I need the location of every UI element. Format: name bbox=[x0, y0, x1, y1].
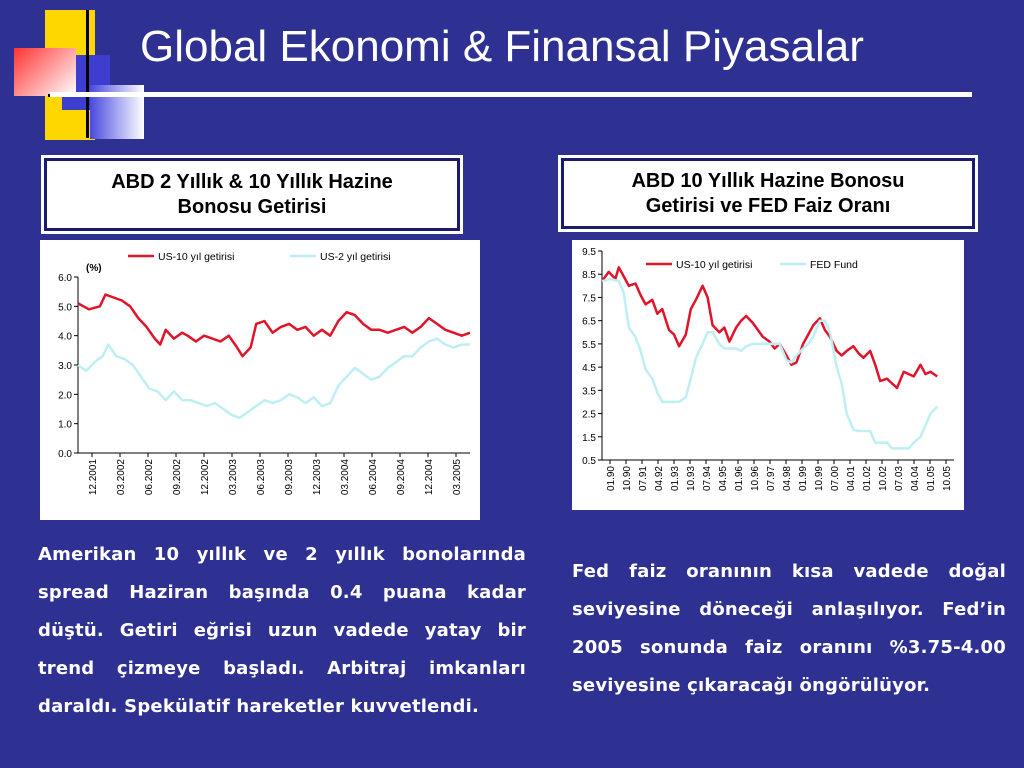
x-tick-label: 07.97 bbox=[766, 466, 777, 491]
x-tick-label: 01.93 bbox=[670, 466, 681, 491]
unit-label: (%) bbox=[86, 263, 102, 274]
x-tick-label: 04.04 bbox=[910, 466, 921, 491]
y-tick-label: 4.0 bbox=[58, 332, 72, 343]
x-tick-label: 04.95 bbox=[718, 466, 729, 491]
y-tick-label: 6.5 bbox=[582, 317, 596, 328]
series-line-b bbox=[77, 337, 470, 420]
x-tick-label: 03.2004 bbox=[340, 459, 351, 496]
x-tick-label: 04.01 bbox=[846, 466, 857, 491]
title-divider bbox=[50, 92, 972, 97]
y-tick-label: 6.0 bbox=[58, 273, 72, 284]
right-chart-title-line2: Getirisi ve FED Faiz Oranı bbox=[645, 194, 891, 217]
x-tick-label: 09.2004 bbox=[396, 459, 407, 496]
x-tick-label: 07.91 bbox=[638, 466, 649, 491]
y-tick-label: 5.0 bbox=[58, 302, 72, 313]
y-tick-label: 0.5 bbox=[582, 456, 596, 467]
y-tick-label: 4.5 bbox=[582, 363, 596, 374]
x-tick-label: 10.02 bbox=[878, 466, 889, 491]
left-commentary: Amerikan 10 yıllık ve 2 yıllık bonoların… bbox=[38, 544, 526, 717]
x-tick-label: 07.94 bbox=[702, 466, 713, 491]
x-tick-label: 12.2001 bbox=[88, 459, 99, 496]
x-tick-label: 01.99 bbox=[798, 466, 809, 491]
left-chart-panel: 0.0 1.0 2.0 3.0 4.0 5.0 6.0 12.2001 03.2002 06.20… bbox=[40, 240, 480, 520]
treasury-yield-chart: 0.0 1.0 2.0 3.0 4.0 5.0 6.0 12.2001 03.2002 06.20… bbox=[58, 251, 471, 496]
x-tick-label: 03.2003 bbox=[228, 459, 239, 496]
x-tick-label: 10.05 bbox=[942, 466, 953, 491]
x-tick-label: 04.98 bbox=[782, 466, 793, 491]
y-tick-label: 1.0 bbox=[58, 420, 72, 431]
y-tick-label: 2.5 bbox=[582, 410, 596, 421]
y-tick-label: 1.5 bbox=[582, 433, 596, 444]
x-tick-label: 09.2003 bbox=[284, 459, 295, 496]
series-line-b bbox=[601, 277, 939, 450]
fed-fund-chart: 0.5 1.5 2.5 3.5 4.5 5.5 6.5 7.5 8.5 9.5 01.90 10.90… bbox=[582, 247, 954, 491]
left-chart-title-line1: ABD 2 Yıllık & 10 Yıllık Hazine bbox=[111, 170, 393, 193]
x-tick-label: 03.2002 bbox=[116, 459, 127, 496]
x-tick-label: 06.2002 bbox=[144, 459, 155, 496]
x-tick-label: 12.2003 bbox=[312, 459, 323, 496]
y-tick-label: 3.0 bbox=[58, 361, 72, 372]
x-tick-label: 01.05 bbox=[926, 466, 937, 491]
y-tick-label: 7.5 bbox=[582, 293, 596, 304]
y-tick-label: 3.5 bbox=[582, 386, 596, 397]
y-tick-label: 0.0 bbox=[58, 449, 72, 460]
y-tick-label: 8.5 bbox=[582, 270, 596, 281]
series-line-a bbox=[600, 266, 938, 390]
red-gradient-block-decoration bbox=[14, 48, 76, 96]
series-line-a bbox=[77, 293, 471, 358]
right-chart-panel: 0.5 1.5 2.5 3.5 4.5 5.5 6.5 7.5 8.5 9.5 01.90 10.90… bbox=[572, 240, 964, 510]
legend-label: US-2 yıl getirisi bbox=[320, 251, 391, 263]
x-tick-label: 12.2002 bbox=[200, 459, 211, 496]
right-chart-title-box: ABD 10 Yıllık Hazine Bonosu Getirisi ve … bbox=[561, 158, 975, 229]
x-tick-label: 06.2003 bbox=[256, 459, 267, 496]
y-tick-label: 5.5 bbox=[582, 340, 596, 351]
x-tick-label: 09.2002 bbox=[172, 459, 183, 496]
x-tick-label: 01.02 bbox=[862, 466, 873, 491]
x-tick-label: 01.90 bbox=[606, 466, 617, 491]
left-chart-title-box: ABD 2 Yıllık & 10 Yıllık Hazine Bonosu G… bbox=[44, 158, 460, 231]
slide-title: Global Ekonomi & Finansal Piyasalar bbox=[140, 22, 864, 71]
x-tick-label: 10.93 bbox=[686, 466, 697, 491]
x-tick-label: 12.2004 bbox=[424, 459, 435, 496]
x-tick-label: 10.96 bbox=[750, 466, 761, 491]
x-tick-label: 06.2004 bbox=[368, 459, 379, 496]
legend-label: US-10 yıl getirisi bbox=[158, 251, 234, 263]
x-tick-label: 01.96 bbox=[734, 466, 745, 491]
x-tick-label: 03.2005 bbox=[452, 459, 463, 496]
right-commentary: Fed faiz oranının kısa vadede doğal sevi… bbox=[572, 561, 1006, 696]
legend-label: US-10 yıl getirisi bbox=[676, 259, 752, 271]
legend-label: FED Fund bbox=[810, 259, 858, 271]
y-tick-label: 2.0 bbox=[58, 390, 72, 401]
left-chart-title-line2: Bonosu Getirisi bbox=[177, 195, 327, 218]
black-vertical-line-decoration bbox=[86, 10, 89, 138]
right-chart-title-line1: ABD 10 Yıllık Hazine Bonosu bbox=[631, 169, 905, 192]
x-tick-label: 10.99 bbox=[814, 466, 825, 491]
x-tick-label: 07.03 bbox=[894, 466, 905, 491]
x-tick-label: 04.92 bbox=[654, 466, 665, 491]
x-tick-label: 10.90 bbox=[622, 466, 633, 491]
x-tick-label: 07.00 bbox=[830, 466, 841, 491]
y-tick-label: 9.5 bbox=[582, 247, 596, 258]
